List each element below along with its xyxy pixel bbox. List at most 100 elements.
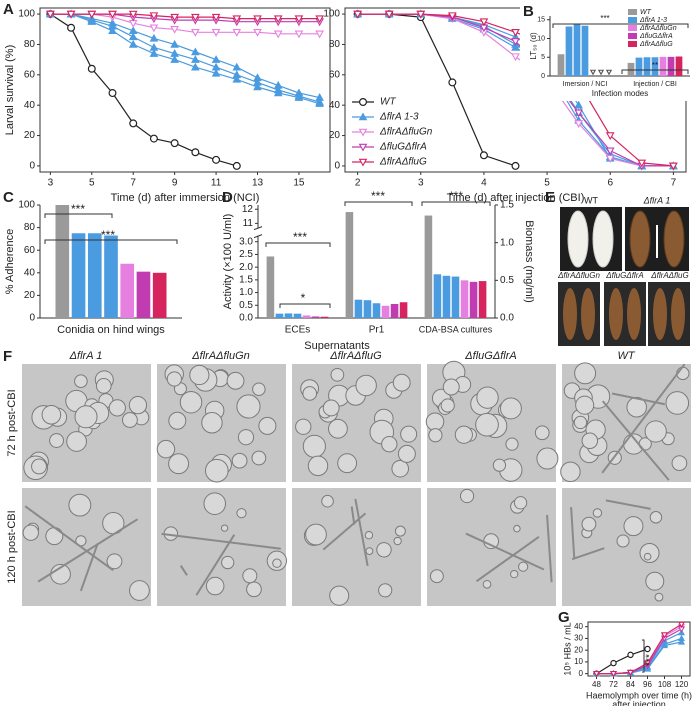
marker [273,88,283,97]
marker [511,161,520,170]
marker [626,669,635,677]
cell [66,431,87,452]
y2-axis-label: Biomass (mg/ml) [523,220,535,303]
marker [677,621,686,629]
y-tick-label: 20 [574,645,583,654]
marker [589,69,597,76]
bar [136,271,151,318]
marker [660,641,669,649]
cell [329,585,350,606]
cell [671,455,688,472]
significance-bracket [621,69,689,74]
hypha [475,536,540,583]
y-axis-label: Larval survival (%) [4,45,16,135]
bar [451,276,460,318]
marker [170,39,179,48]
cell [644,420,667,443]
marker [315,99,324,107]
marker [211,29,221,37]
marker [87,10,97,19]
y-tick-label: 10 [537,35,545,42]
legend-label: WT [640,9,652,16]
marker [592,671,601,678]
photo-label: WT [584,195,598,205]
marker [232,29,242,37]
marker [511,42,520,51]
series-line [596,648,648,675]
axis-break [253,234,263,239]
x-tick-label: 108 [658,680,672,689]
series-line [50,13,320,99]
marker [87,17,97,25]
marker [191,47,200,56]
cell [475,412,499,437]
cell [459,488,475,504]
bar [573,24,581,76]
legend-swatch [628,25,637,31]
series-line [50,13,320,105]
marker [605,69,613,76]
cell [242,568,258,584]
panel-letter: B [523,3,534,20]
bar [433,274,442,318]
x-tick-label: 6 [607,178,613,189]
bar [667,56,675,76]
marker [149,134,158,143]
panel-letter: E [545,189,555,206]
photo-label: ΔfluGΔflrA [605,271,643,280]
marker [479,18,489,27]
marker [353,10,362,19]
bar [120,263,135,318]
legend-label: WT [380,97,396,108]
cell [204,458,229,483]
bar [581,25,589,76]
bar [659,56,667,76]
hypha [546,514,553,583]
cell [483,533,500,550]
x-tick-label: 4 [481,178,487,189]
cell [665,391,690,415]
cell [482,579,492,589]
marker [358,112,368,121]
y-tick-label: 1.5 [239,275,253,286]
y-tick-label: 80 [24,39,36,50]
marker [67,23,76,32]
cell [305,523,327,546]
marker [637,159,647,168]
photo-label: ΔflrAΔfluGn [557,271,600,280]
cell [129,580,150,601]
y-tick-label: 100 [18,200,35,211]
plot-frame [587,621,691,677]
cell [221,555,235,570]
larva [663,210,685,268]
cell [392,373,411,392]
legend-label: ΔfluGΔflrA [379,142,427,153]
cell [31,458,47,475]
series-line [50,13,320,20]
marker [605,155,615,163]
category-label: ECEs [285,325,311,336]
cell [68,493,92,517]
marker [212,155,221,164]
hypha [354,498,369,567]
y-tick-label: 0 [579,669,584,678]
y-axis-label: LT₅₀ (d) [529,32,538,60]
hypha [161,532,281,550]
marker [170,25,179,34]
cell [205,576,225,596]
annotation: *** [101,228,115,242]
y-tick-label: 60 [329,69,341,80]
row-label: 120 h post-CBI [6,510,18,583]
marker [253,82,262,91]
cell [536,447,559,470]
bar [635,57,643,76]
bar [399,302,408,318]
marker [677,638,686,645]
bar [643,57,651,76]
series-line [50,13,320,103]
hypha [601,400,670,481]
y-tick-label: 3.0 [239,236,253,247]
marker [358,128,368,137]
marker [232,161,241,170]
